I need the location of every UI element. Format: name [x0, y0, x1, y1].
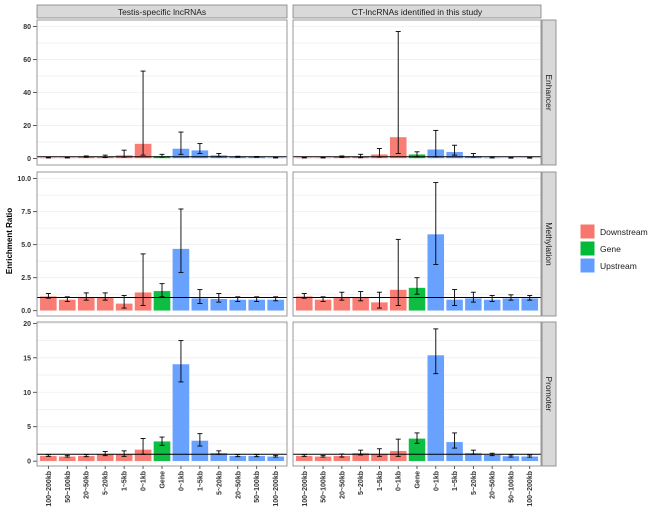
x-tick-label: 100~200kb — [302, 471, 309, 507]
x-tick-label: 5~20kb — [216, 471, 223, 495]
y-tick-label: 80 — [23, 24, 31, 31]
x-tick-label: 20~50kb — [490, 471, 497, 499]
panel — [293, 322, 541, 466]
panel — [37, 322, 287, 466]
legend-key-gene — [580, 241, 595, 256]
panel — [37, 20, 287, 165]
x-tick-label: 1~5kb — [377, 471, 384, 491]
y-tick-label: 5 — [27, 424, 31, 431]
x-tick-label: 5~20kb — [471, 471, 478, 495]
y-tick-label: 20 — [23, 123, 31, 130]
x-tick-label: Gene — [415, 471, 422, 489]
x-tick-label: 5~20kb — [103, 471, 110, 495]
y-tick-label: 0.0 — [21, 308, 31, 315]
facet-strip-label: Methylation — [544, 222, 554, 266]
panel — [293, 172, 541, 316]
x-tick-label: 0~1kb — [178, 471, 185, 491]
x-tick-label: 100~200kb — [46, 471, 53, 507]
facet-strip-label: Enhancer — [544, 74, 554, 111]
x-tick-label: 1~5kb — [452, 471, 459, 491]
legend-label: Gene — [600, 244, 621, 254]
y-tick-label: 60 — [23, 57, 31, 64]
x-tick-label: 100~200kb — [527, 471, 534, 507]
x-tick-label: 0~1kb — [396, 471, 403, 491]
y-tick-label: 0 — [27, 156, 31, 163]
legend-key-downstream — [580, 224, 595, 239]
y-tick-label: 10.0 — [17, 176, 31, 183]
legend-key-upstream — [580, 258, 595, 273]
x-tick-label: 0~1kb — [433, 471, 440, 491]
facet-strip-label: CT-lncRNAs identified in this study — [352, 7, 483, 17]
x-tick-label: 20~50kb — [235, 471, 242, 499]
x-tick-label: 20~50kb — [84, 471, 91, 499]
y-tick-label: 7.5 — [21, 209, 31, 216]
x-tick-label: 20~50kb — [339, 471, 346, 499]
y-tick-label: 20 — [23, 321, 31, 328]
y-tick-label: 10 — [23, 390, 31, 397]
panel — [293, 20, 541, 165]
y-tick-label: 40 — [23, 90, 31, 97]
x-tick-label: 50~100kb — [321, 471, 328, 503]
x-tick-label: 50~100kb — [65, 471, 72, 503]
y-axis-label: Enrichment Ratio — [5, 208, 14, 274]
x-tick-label: 5~20kb — [358, 471, 365, 495]
facet-strip-label: Promoter — [544, 377, 554, 412]
x-tick-label: 0~1kb — [141, 471, 148, 491]
x-tick-label: 50~100kb — [508, 471, 515, 503]
x-tick-label: 1~5kb — [122, 471, 129, 491]
y-tick-label: 15 — [23, 355, 31, 362]
x-tick-label: Gene — [160, 471, 167, 489]
facet-strip-label: Testis-specific lncRNAs — [118, 7, 206, 17]
legend-label: Downstream — [600, 227, 648, 237]
y-tick-label: 5.0 — [21, 242, 31, 249]
y-tick-label: 2.5 — [21, 275, 31, 282]
y-tick-label: 0 — [27, 459, 31, 466]
x-tick-label: 50~100kb — [254, 471, 261, 503]
panel — [37, 172, 287, 316]
x-tick-label: 1~5kb — [197, 471, 204, 491]
legend-label: Upstream — [600, 261, 637, 271]
x-tick-label: 100~200kb — [273, 471, 280, 507]
